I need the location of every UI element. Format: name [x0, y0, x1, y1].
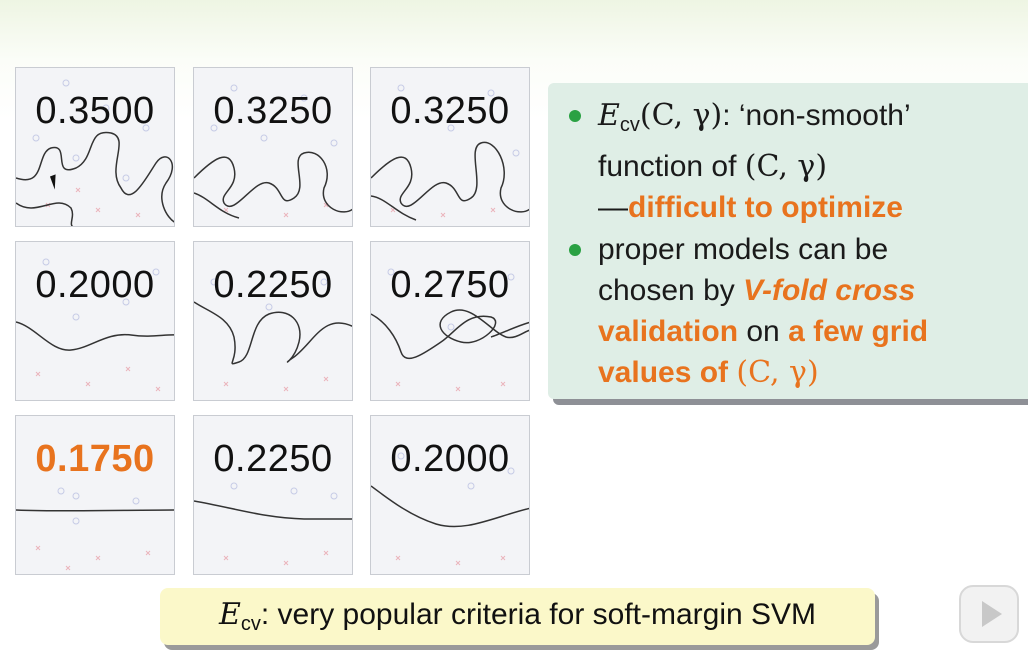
ecv-subscript: cv	[619, 114, 640, 136]
svm-panel-9: 0.2000	[370, 415, 530, 575]
bullet1-args2: (C, γ)	[744, 149, 828, 184]
decision-boundary-plot	[194, 84, 352, 219]
cv-error-value: 0.3250	[390, 90, 510, 132]
summary-callout: Ecv(C, γ): ‘non-smooth’ function of (C, …	[548, 83, 1028, 399]
cv-error-value: 0.2000	[35, 264, 155, 306]
decision-boundary-plot	[16, 79, 174, 226]
cv-error-value: 0.2750	[390, 264, 510, 306]
cv-error-value: 0.3250	[213, 90, 333, 132]
svm-panel-6: 0.2750	[370, 241, 530, 401]
banner-ecv-symbol: E	[218, 597, 241, 632]
cv-error-value: 0.2250	[213, 438, 333, 480]
decision-boundary-plot	[16, 487, 174, 571]
banner-message: : very popular criteria for soft-margin …	[260, 598, 817, 631]
bullet1-text1: : ‘non-smooth’	[722, 99, 911, 132]
svm-panel-5: 0.2250	[193, 241, 353, 401]
decision-boundary-plot	[371, 268, 529, 392]
bullet2-t2: chosen by	[598, 274, 744, 307]
decision-boundary-plot	[194, 482, 352, 566]
svm-panel-3: 0.3250	[370, 67, 530, 227]
decision-boundary-plot	[371, 452, 529, 566]
decision-boundary-plot	[194, 278, 352, 392]
bullet1-dash: —	[598, 191, 628, 224]
bullet-dot-icon	[569, 110, 581, 122]
bullet2-h4: values of	[598, 356, 737, 389]
bullet2-t3: on	[738, 315, 789, 348]
svm-panel-1: 0.3500	[15, 67, 175, 227]
svm-panel-7: 0.1750	[15, 415, 175, 575]
bullet2-h1: V-fold cross	[743, 274, 916, 307]
bullet1-highlight: difficult to optimize	[628, 191, 903, 224]
svm-panel-8: 0.2250	[193, 415, 353, 575]
svm-panel-grid: 0.3500 0.3250 0.3250 0.2000	[15, 67, 535, 577]
bullet2-h5: (C, γ)	[736, 355, 819, 390]
bullet1-text2: function of	[598, 150, 745, 183]
svm-panel-2: 0.3250	[193, 67, 353, 227]
banner-text: Ecv: very popular criteria for soft-marg…	[160, 597, 875, 636]
bullet-vfold: proper models can be chosen by V-fold cr…	[569, 229, 1008, 393]
bullet2-h2: validation	[598, 315, 739, 348]
play-icon[interactable]	[959, 585, 1019, 643]
bullet-ecv-nonsmooth: Ecv(C, γ): ‘non-smooth’ function of (C, …	[569, 95, 1008, 228]
conclusion-banner: Ecv: very popular criteria for soft-marg…	[160, 588, 875, 645]
ecv-args: (C, γ)	[639, 98, 723, 133]
decision-boundary-plot	[371, 84, 529, 221]
cv-error-value: 0.2000	[390, 438, 510, 480]
banner-ecv-subscript: cv	[240, 613, 261, 635]
cv-error-value: 0.2250	[213, 264, 333, 306]
decision-boundary-plot	[16, 258, 174, 392]
ecv-symbol: E	[598, 98, 620, 133]
bullet-dot-icon	[569, 244, 581, 256]
svm-panel-4: 0.2000	[15, 241, 175, 401]
bullet2-h3: a few grid	[788, 315, 929, 348]
cv-error-value: 0.3500	[35, 90, 155, 132]
bullet2-t1: proper models can be	[598, 233, 889, 266]
cv-error-value-best: 0.1750	[35, 438, 155, 480]
